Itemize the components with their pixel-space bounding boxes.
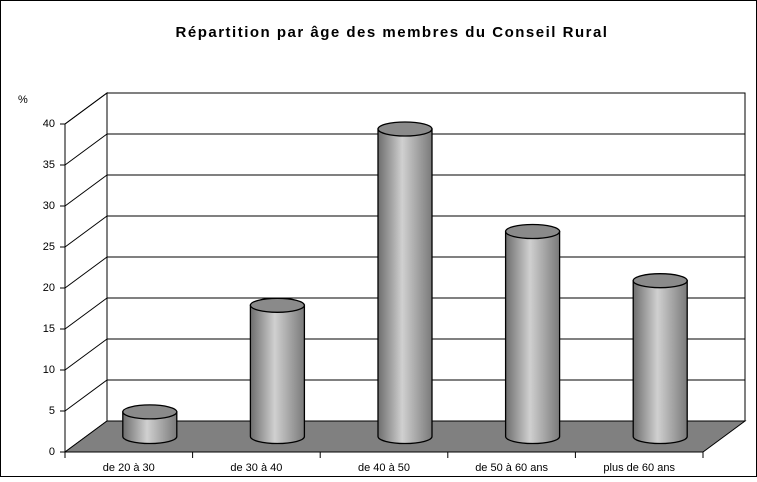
grid-line [64,379,108,412]
grid-line [64,92,108,125]
cylinder [377,128,433,445]
grid-line [64,215,108,248]
grid-line [64,256,108,289]
y-tick-label: 40 [43,118,55,130]
x-tick-label: de 20 à 30 [103,462,155,474]
y-tick-label: 35 [43,159,55,171]
y-tick-label: 15 [43,323,55,335]
cylinder [249,304,306,445]
y-tick-label: 0 [49,446,55,458]
y-tick-label: 20 [43,282,55,294]
chart-title: Répartition par âge des membres du Conse… [176,24,609,41]
cylinder-top [504,223,561,240]
x-tick-label: plus de 60 ans [603,462,675,474]
y-tick-label: 25 [43,241,55,253]
cylinder-top [249,297,306,313]
y-tick-label: 5 [49,405,55,417]
x-tick-label: de 50 à 60 ans [475,462,548,474]
cylinder [632,280,688,445]
y-tick-label: 10 [43,364,55,376]
y-axis-label: % [18,94,28,106]
grid-line [64,174,108,207]
grid-line [64,338,108,371]
cylinder-top [377,121,433,137]
x-tick-label: de 40 à 50 [358,462,410,474]
cylinder [504,230,561,445]
grid-line [64,133,108,166]
grid-line [64,297,108,330]
cylinder [122,411,178,445]
x-tick-label: de 30 à 40 [230,462,282,474]
y-tick-label: 30 [43,200,55,212]
cylinder-top [122,404,178,420]
cylinder-top [632,273,688,289]
